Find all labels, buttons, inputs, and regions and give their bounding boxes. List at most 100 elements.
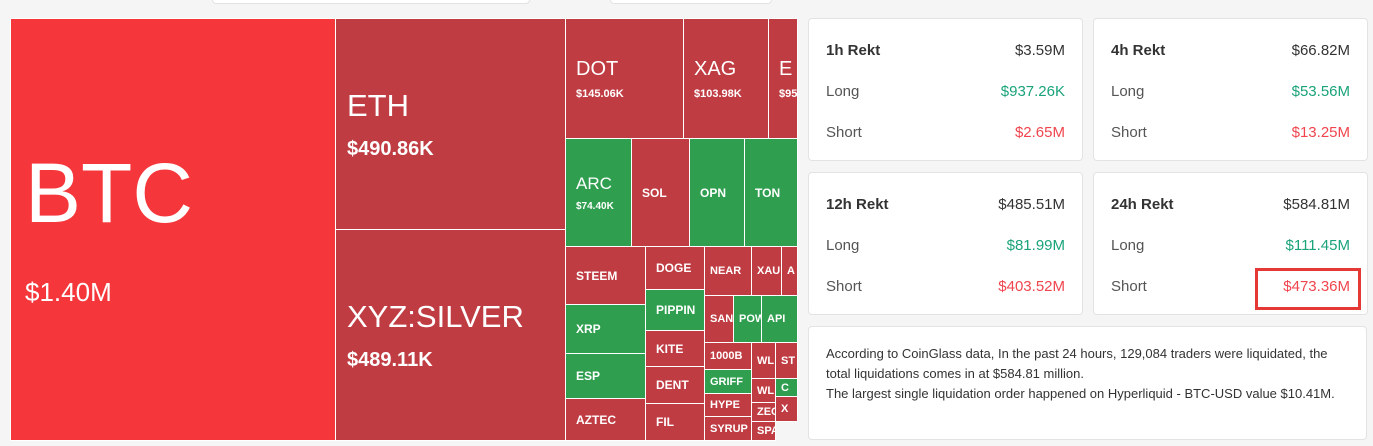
treemap-tile[interactable]: WL bbox=[751, 342, 776, 379]
tile-label: E bbox=[779, 57, 793, 80]
row-value: $13.25M bbox=[1291, 124, 1350, 141]
treemap-tile[interactable]: XAU bbox=[751, 246, 782, 296]
tile-label: SOL bbox=[642, 185, 667, 200]
treemap-tile[interactable]: AZTEC bbox=[565, 398, 646, 441]
row-label: Short bbox=[1111, 124, 1147, 141]
treemap-tile[interactable]: ESP bbox=[565, 353, 646, 399]
row-value: $66.82M bbox=[1291, 42, 1350, 59]
treemap-tile[interactable]: ZEC bbox=[751, 402, 776, 422]
card-row: Long $111.45M bbox=[1111, 237, 1350, 254]
treemap-tile[interactable]: X bbox=[775, 396, 798, 422]
tile-label: DOT bbox=[576, 57, 619, 80]
card-row: Long $81.99M bbox=[826, 237, 1065, 254]
tile-label: POW bbox=[739, 313, 761, 325]
highlight-box bbox=[1255, 268, 1361, 310]
tile-value: $1.40M bbox=[25, 277, 112, 307]
tile-value: $74.40K bbox=[576, 200, 614, 212]
treemap-tile[interactable]: SYRUP bbox=[704, 416, 752, 441]
card-row: 24h Rekt $584.81M bbox=[1111, 196, 1350, 213]
row-value: $53.56M bbox=[1291, 83, 1350, 100]
row-value: $403.52M bbox=[998, 278, 1065, 295]
card-row: Long $937.26K bbox=[826, 83, 1065, 100]
treemap-tile[interactable]: 1000B bbox=[704, 342, 752, 370]
treemap-tile[interactable]: SPA bbox=[751, 421, 776, 441]
summary-text: The largest single liquidation order hap… bbox=[826, 386, 1335, 401]
tile-label: XYZ:SILVER bbox=[347, 298, 524, 334]
tile-label: ZEC bbox=[757, 406, 775, 418]
card-row: 1h Rekt $3.59M bbox=[826, 42, 1065, 59]
treemap-tile[interactable]: SOL bbox=[631, 138, 690, 247]
treemap-tile[interactable]: ARC $74.40K bbox=[565, 138, 632, 247]
tile-label: XAU bbox=[757, 265, 781, 277]
treemap-tile[interactable]: XYZ:SILVER $489.11K bbox=[335, 229, 566, 441]
tile-label: ARC bbox=[576, 173, 612, 193]
tile-label: TON bbox=[755, 185, 781, 200]
row-label: Short bbox=[826, 278, 862, 295]
treemap-tile[interactable]: XAG $103.98K bbox=[683, 18, 769, 139]
rekt-card: 12h Rekt $485.51M Long $81.99M Short $403.52M bbox=[808, 172, 1083, 315]
tile-label: A bbox=[787, 265, 795, 277]
tile-value: $103.98K bbox=[694, 87, 742, 100]
treemap-tile[interactable]: TON bbox=[744, 138, 798, 247]
treemap-tile[interactable]: XRP bbox=[565, 304, 646, 354]
treemap-tile[interactable]: OPN bbox=[689, 138, 745, 247]
treemap-tile[interactable]: FIL bbox=[645, 403, 705, 441]
tile-label: BTC bbox=[25, 146, 193, 240]
treemap-tile[interactable]: ETH $490.86K bbox=[335, 18, 566, 230]
row-label: 24h Rekt bbox=[1111, 196, 1174, 213]
row-value: $485.51M bbox=[998, 196, 1065, 213]
tile-label: X bbox=[781, 403, 789, 415]
treemap-tile[interactable]: GRIFF bbox=[704, 369, 752, 394]
row-value: $3.59M bbox=[1014, 42, 1065, 59]
treemap-tile[interactable]: POW bbox=[733, 295, 762, 343]
tile-label: AZTEC bbox=[576, 412, 616, 427]
tile-label: HYPE bbox=[710, 399, 740, 411]
treemap-tile[interactable]: SAN bbox=[704, 295, 734, 343]
treemap-tile[interactable]: STEEM bbox=[565, 246, 646, 305]
tile-label: PIPPIN bbox=[656, 303, 696, 317]
tile-label: FIL bbox=[656, 415, 674, 429]
row-label: Long bbox=[1111, 83, 1145, 100]
row-label: 1h Rekt bbox=[826, 42, 881, 59]
tile-label: WL bbox=[757, 354, 775, 367]
tile-label: API bbox=[767, 313, 786, 325]
tile-label: C bbox=[781, 381, 789, 394]
treemap-tile[interactable]: KITE bbox=[645, 330, 705, 367]
tile-label: ESP bbox=[576, 369, 601, 383]
row-label: 4h Rekt bbox=[1111, 42, 1166, 59]
row-value: $111.45M bbox=[1285, 237, 1351, 254]
treemap-tile[interactable]: API bbox=[761, 295, 798, 343]
treemap-tile[interactable]: C bbox=[775, 378, 798, 397]
filter-box[interactable] bbox=[610, 0, 772, 4]
treemap-tile[interactable]: ST bbox=[775, 342, 798, 379]
search-box[interactable] bbox=[212, 0, 530, 4]
row-value: $584.81M bbox=[1283, 196, 1350, 213]
tile-value: $95 bbox=[779, 87, 798, 100]
tile-label: STEEM bbox=[576, 268, 618, 283]
treemap-tile[interactable]: A bbox=[781, 246, 798, 296]
tile-label: SYRUP bbox=[710, 422, 748, 435]
treemap-tile[interactable]: DOGE bbox=[645, 246, 705, 290]
treemap-tile[interactable]: E $95 bbox=[768, 18, 798, 139]
tile-label: 1000B bbox=[710, 350, 743, 362]
tile-label: ETH bbox=[347, 87, 409, 123]
treemap-tile[interactable]: NEAR bbox=[704, 246, 752, 296]
treemap-tile[interactable]: DENT bbox=[645, 366, 705, 404]
row-label: Short bbox=[826, 124, 862, 141]
tile-value: $490.86K bbox=[347, 137, 434, 160]
tile-label: DENT bbox=[656, 378, 689, 392]
row-value: $81.99M bbox=[1006, 237, 1065, 254]
treemap-tile[interactable]: DOT $145.06K bbox=[565, 18, 684, 139]
treemap-tile[interactable]: PIPPIN bbox=[645, 289, 705, 331]
treemap-tile[interactable]: HYPE bbox=[704, 393, 752, 417]
tile-label: DOGE bbox=[656, 261, 692, 275]
row-label: Long bbox=[1111, 237, 1145, 254]
card-row: Long $53.56M bbox=[1111, 83, 1350, 100]
treemap-tile[interactable]: WL bbox=[751, 378, 776, 403]
rekt-card: 1h Rekt $3.59M Long $937.26K Short $2.65M bbox=[808, 18, 1083, 161]
summary-text: According to CoinGlass data, In the past… bbox=[826, 346, 1328, 381]
treemap-tile[interactable]: BTC $1.40M bbox=[10, 18, 336, 441]
rekt-card: 4h Rekt $66.82M Long $53.56M Short $13.25M bbox=[1093, 18, 1368, 161]
tile-label: OPN bbox=[700, 185, 727, 200]
